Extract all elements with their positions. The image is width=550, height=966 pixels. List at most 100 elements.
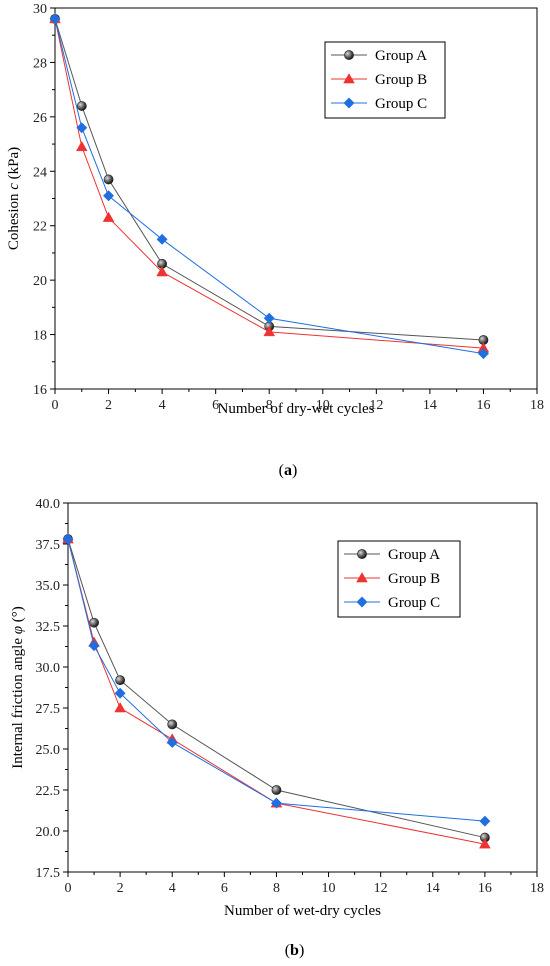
y-tick-label: 37.5 xyxy=(36,538,61,553)
y-tick-label: 27.5 xyxy=(36,702,61,717)
data-point xyxy=(114,702,126,713)
y-axis-title-suffix: (kPa) xyxy=(6,147,22,183)
y-axis-title-prefix: Cohesion xyxy=(6,190,22,250)
data-point xyxy=(263,325,276,337)
data-point xyxy=(166,736,178,748)
y-axis-title-prefix: Internal friction angle xyxy=(10,634,26,769)
series-line xyxy=(54,18,484,349)
y-tick-label: 24 xyxy=(33,165,47,180)
data-point xyxy=(479,838,491,849)
data-point xyxy=(89,617,99,628)
legend-label: Group C xyxy=(375,96,427,112)
x-tick-label: 2 xyxy=(105,398,112,413)
y-tick-label: 17.5 xyxy=(36,866,61,881)
legend-marker xyxy=(343,97,355,109)
x-tick-label: 14 xyxy=(423,398,437,413)
series-line xyxy=(54,18,484,355)
x-tick-label: 10 xyxy=(322,881,336,896)
x-tick-label: 16 xyxy=(478,881,492,896)
data-point xyxy=(76,101,87,111)
y-tick-label: 32.5 xyxy=(36,620,61,635)
x-tick-label: 4 xyxy=(159,398,166,413)
data-point xyxy=(263,312,275,324)
legend-marker xyxy=(343,73,355,84)
data-point xyxy=(62,533,74,545)
data-point xyxy=(75,140,88,152)
x-tick-label: 16 xyxy=(476,398,490,413)
chart-panel-b: 0 2 4 6 8 10 12 14 16 18 17.5 20.0 22.5 25.0 27.5 30.0 3… xyxy=(0,483,550,966)
data-point xyxy=(271,785,282,795)
panel-caption: (b) xyxy=(285,942,305,959)
data-point xyxy=(167,719,178,730)
x-tick-label: 0 xyxy=(65,881,72,896)
x-tick-label: 6 xyxy=(221,881,228,896)
y-tick-label: 20.0 xyxy=(36,825,61,840)
legend-marker xyxy=(356,596,368,608)
x-tick-label: 2 xyxy=(117,881,124,896)
series-line xyxy=(67,538,486,839)
y-tick-label: 26 xyxy=(33,111,47,126)
data-point xyxy=(270,797,282,809)
y-tick-label: 28 xyxy=(33,56,47,71)
legend: Group A Group B Group C xyxy=(337,540,461,618)
panel-caption: (a) xyxy=(279,462,298,479)
x-axis-title: Number of dry-wet cycles xyxy=(217,401,374,417)
x-tick-label: 6 xyxy=(212,398,219,413)
y-tick-label: 35.0 xyxy=(36,579,61,594)
x-tick-label: 12 xyxy=(369,398,383,413)
series-group-c xyxy=(49,13,489,360)
y-tick-label: 16 xyxy=(33,383,47,398)
data-point xyxy=(156,266,168,277)
x-tick-label: 14 xyxy=(426,881,440,896)
data-point xyxy=(479,815,491,827)
y-tick-label: 30 xyxy=(33,2,47,17)
x-tick-label: 8 xyxy=(266,398,273,413)
chart-panel-a: 0 2 4 6 8 10 12 14 16 18 16 18 20 22 24 26 28 30 Number of… xyxy=(6,2,544,479)
y-tick-label: 30.0 xyxy=(36,661,61,676)
data-point xyxy=(156,233,168,245)
series-line xyxy=(67,538,485,822)
data-point xyxy=(103,174,114,185)
y-axis-title-suffix: (°) xyxy=(10,606,26,626)
friction-angle-chart: 0 2 4 6 8 10 12 14 16 18 17.5 20.0 22.5 25.0 27.5 30.0 3… xyxy=(10,497,544,959)
panel-caption-letter: a xyxy=(284,462,292,479)
y-tick-label: 22 xyxy=(33,220,47,235)
data-point xyxy=(103,190,115,202)
legend-label: Group A xyxy=(375,48,427,64)
y-axis-title: Cohesion c (kPa) xyxy=(6,147,22,250)
legend-label: Group B xyxy=(375,72,427,88)
x-tick-label: 4 xyxy=(169,881,176,896)
y-axis-title: Internal friction angle φ (°) xyxy=(10,606,26,769)
legend-label: Group A xyxy=(388,547,440,563)
series-group-c xyxy=(62,533,491,827)
y-tick-label: 22.5 xyxy=(36,784,61,799)
series-line xyxy=(67,538,485,845)
series-line xyxy=(54,18,484,341)
x-tick-label: 8 xyxy=(273,881,280,896)
plot-frame xyxy=(54,7,538,390)
data-point xyxy=(477,348,489,360)
y-tick-label: 20 xyxy=(33,274,47,289)
x-axis-title: Number of wet-dry cycles xyxy=(224,903,381,919)
x-tick-label: 12 xyxy=(374,881,388,896)
x-tick-label: 18 xyxy=(530,881,544,896)
data-point xyxy=(115,675,126,686)
y-tick-label: 40.0 xyxy=(36,497,61,512)
y-tick-label: 25.0 xyxy=(36,743,61,758)
legend-marker xyxy=(356,572,368,583)
plot-frame xyxy=(67,502,538,873)
x-tick-label: 0 xyxy=(52,398,59,413)
data-point xyxy=(102,211,115,222)
data-point xyxy=(76,122,88,134)
data-point xyxy=(49,13,61,25)
x-tick-label: 10 xyxy=(316,398,330,413)
data-point xyxy=(88,640,100,652)
legend-marker xyxy=(357,549,367,559)
panel-caption-letter: b xyxy=(290,942,299,959)
x-tick-label: 18 xyxy=(530,398,544,413)
legend-label: Group B xyxy=(388,571,440,587)
legend-label: Group C xyxy=(388,595,440,611)
data-point xyxy=(114,687,126,699)
legend: Group A Group B Group C xyxy=(324,41,446,119)
